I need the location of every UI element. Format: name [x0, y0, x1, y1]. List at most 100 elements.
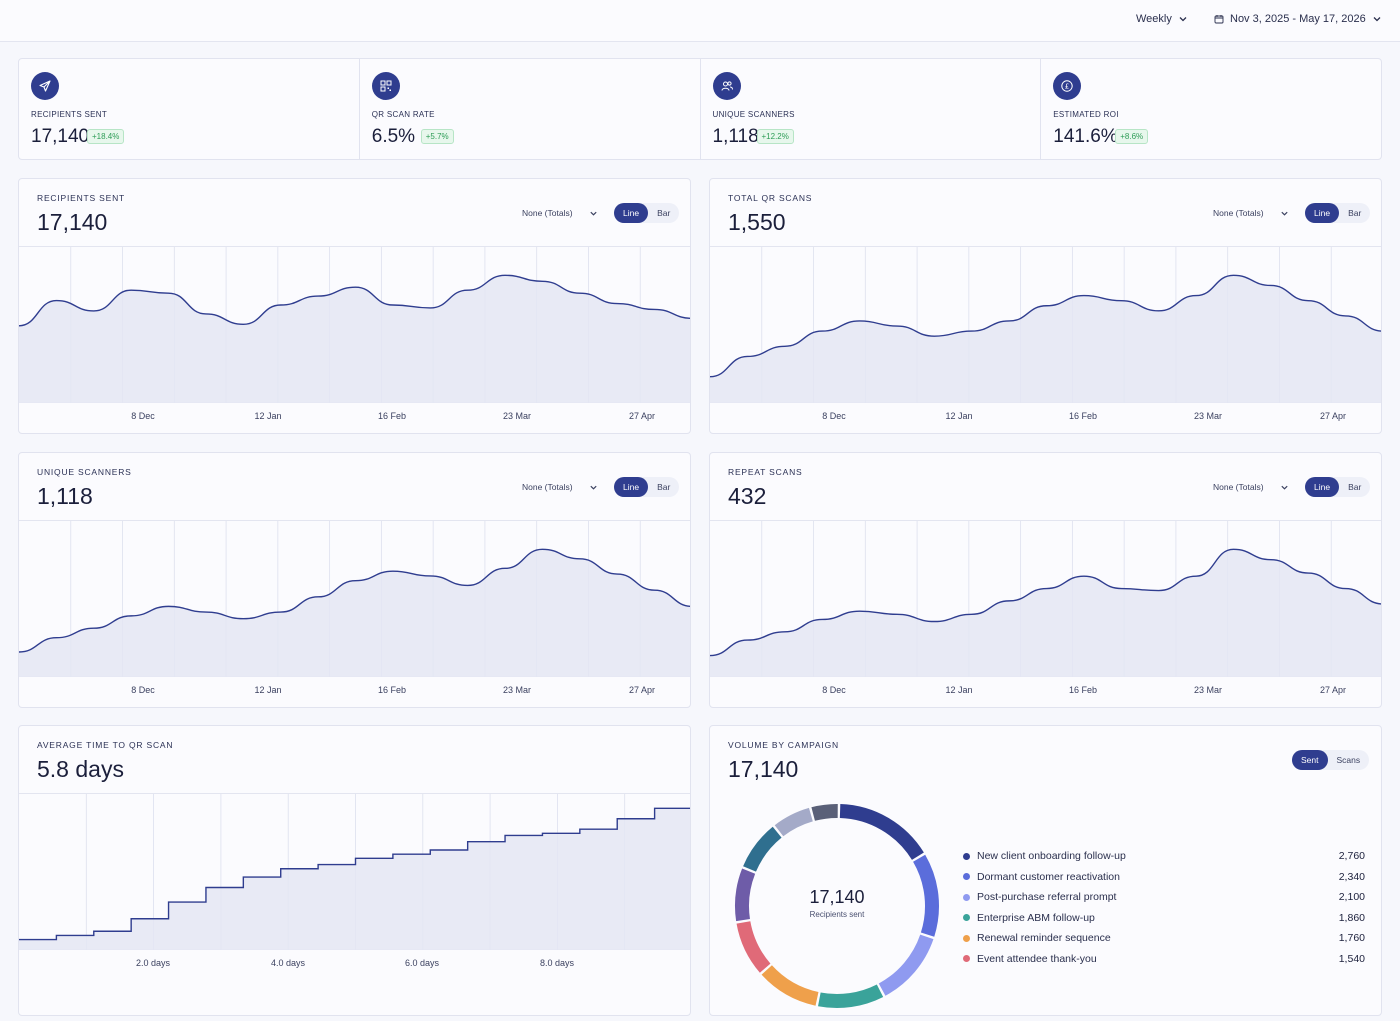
date-range-label: Nov 3, 2025 - May 17, 2026: [1230, 13, 1366, 25]
card-title: AVERAGE TIME TO QR SCAN: [37, 740, 174, 750]
chart-card-avg-time-to-scan: AVERAGE TIME TO QR SCAN 5.8 days 2.0 day…: [18, 725, 691, 1016]
kpi-value: 17,140: [31, 126, 90, 147]
donut-segment[interactable]: [735, 868, 756, 922]
line-toggle-button[interactable]: Line: [1305, 477, 1340, 497]
card-total: 17,140: [728, 756, 799, 782]
kpi-recipients-sent: RECIPIENTS SENT 17,140 +18.4%: [19, 59, 360, 159]
line-toggle-button[interactable]: Line: [614, 477, 649, 497]
legend-label: Renewal reminder sequence: [977, 932, 1111, 945]
x-tick-label: 8.0 days: [539, 958, 575, 968]
line-toggle-button[interactable]: Line: [614, 203, 649, 223]
donut-chart: [735, 804, 939, 1008]
donut-segment[interactable]: [878, 934, 934, 996]
x-tick-label: 12 Jan: [945, 685, 973, 695]
legend-dot: [963, 852, 970, 860]
card-total: 432: [728, 483, 767, 509]
legend-value: 1,860: [1338, 911, 1365, 924]
donut-center: 17,140 Recipients sent: [777, 887, 897, 919]
legend-item[interactable]: Dormant customer reactivation 2,340: [963, 867, 1365, 888]
card-title: VOLUME BY CAMPAIGN: [728, 740, 839, 750]
legend-label: Enterprise ABM follow-up: [977, 911, 1095, 924]
legend-label: Event attendee thank-you: [977, 952, 1097, 965]
legend-item[interactable]: New client onboarding follow-up 2,760: [963, 846, 1365, 867]
donut-segment[interactable]: [912, 854, 939, 937]
line-toggle-button[interactable]: Line: [1305, 203, 1340, 223]
x-tick-label: 27 Apr: [628, 685, 656, 695]
legend-item[interactable]: Enterprise ABM follow-up 1,860: [963, 908, 1365, 929]
chart-card-repeat-scans: REPEAT SCANS 432 None (Totals) Line Bar …: [709, 452, 1382, 708]
chevron-down-icon: [1179, 17, 1187, 22]
bar-toggle-button[interactable]: Bar: [1348, 208, 1362, 218]
group-by-label: None (Totals): [522, 208, 573, 218]
donut-segment[interactable]: [743, 826, 782, 872]
divider: [710, 246, 1381, 247]
donut-segment[interactable]: [818, 984, 884, 1008]
kpi-value: 1,118: [712, 126, 759, 147]
series-line: [19, 274, 690, 327]
legend-value: 2,100: [1338, 891, 1365, 904]
x-tick-label: 23 Mar: [502, 685, 532, 695]
card-title: RECIPIENTS SENT: [37, 193, 126, 203]
area-chart: [19, 521, 690, 677]
x-tick-label: 16 Feb: [1068, 685, 1098, 695]
series-line: [19, 548, 690, 653]
card-title: TOTAL QR SCANS: [728, 193, 813, 203]
legend-item[interactable]: Renewal reminder sequence 1,760: [963, 928, 1365, 949]
sent-toggle-button[interactable]: Sent: [1292, 750, 1328, 770]
x-tick-label: 12 Jan: [254, 411, 282, 421]
area-fill: [19, 808, 690, 950]
chevron-down-icon: [1280, 211, 1288, 216]
x-tick-label: 8 Dec: [131, 411, 155, 421]
interval-label: Weekly: [1136, 13, 1172, 25]
legend-item[interactable]: Event attendee thank-you 1,540: [963, 949, 1365, 970]
bar-toggle-button[interactable]: Bar: [657, 208, 671, 218]
group-by-label: None (Totals): [1213, 482, 1264, 492]
x-tick-label: 23 Mar: [502, 411, 532, 421]
x-tick-label: 12 Jan: [254, 685, 282, 695]
legend-dot: [963, 955, 970, 963]
donut-segment[interactable]: [839, 804, 924, 861]
x-tick-label: 16 Feb: [1068, 411, 1098, 421]
card-total: 1,118: [37, 483, 93, 509]
chart-type-toggle: Line Bar: [1305, 203, 1371, 223]
date-range-picker[interactable]: Nov 3, 2025 - May 17, 2026: [1214, 13, 1382, 25]
group-by-select[interactable]: None (Totals): [522, 482, 598, 492]
legend-dot: [963, 893, 970, 901]
x-tick-label: 27 Apr: [628, 411, 656, 421]
legend-value: 1,760: [1338, 932, 1365, 945]
x-tick-label: 16 Feb: [377, 685, 407, 695]
area-chart: [710, 247, 1381, 403]
bar-toggle-button[interactable]: Bar: [1348, 482, 1362, 492]
donut-segment[interactable]: [761, 965, 819, 1006]
bar-toggle-button[interactable]: Bar: [657, 482, 671, 492]
kpi-change-badge: +18.4%: [87, 129, 125, 144]
chart-type-toggle: Line Bar: [1305, 477, 1371, 497]
users-icon: [712, 72, 741, 100]
donut-center-label: Recipients sent: [809, 910, 865, 919]
x-tick-label: 16 Feb: [377, 411, 407, 421]
scans-toggle-button[interactable]: Scans: [1336, 755, 1361, 765]
kpi-label: ESTIMATED ROI: [1053, 110, 1119, 119]
donut-segment[interactable]: [736, 921, 771, 973]
donut-segment[interactable]: [774, 807, 814, 837]
group-by-label: None (Totals): [1213, 208, 1264, 218]
kpi-label: QR SCAN RATE: [371, 110, 435, 119]
group-by-select[interactable]: None (Totals): [1213, 482, 1289, 492]
legend-value: 2,760: [1338, 850, 1365, 863]
divider: [710, 520, 1381, 521]
chevron-down-icon: [1280, 485, 1288, 490]
divider: [19, 246, 690, 247]
chevron-down-icon: [1373, 17, 1381, 22]
donut-legend: New client onboarding follow-up 2,760 Dorm…: [963, 846, 1365, 969]
divider: [19, 520, 690, 521]
group-by-select[interactable]: None (Totals): [522, 208, 598, 218]
series-line: [19, 807, 690, 941]
legend-item[interactable]: Post-purchase referral prompt 2,100: [963, 887, 1365, 908]
group-by-select[interactable]: None (Totals): [1213, 208, 1289, 218]
area-chart: [19, 247, 690, 403]
donut-segment[interactable]: [811, 804, 838, 821]
x-tick-label: 23 Mar: [1193, 685, 1223, 695]
donut-center-total: 17,140: [809, 887, 865, 907]
x-tick-label: 6.0 days: [404, 958, 440, 968]
interval-select[interactable]: Weekly: [1136, 13, 1188, 25]
